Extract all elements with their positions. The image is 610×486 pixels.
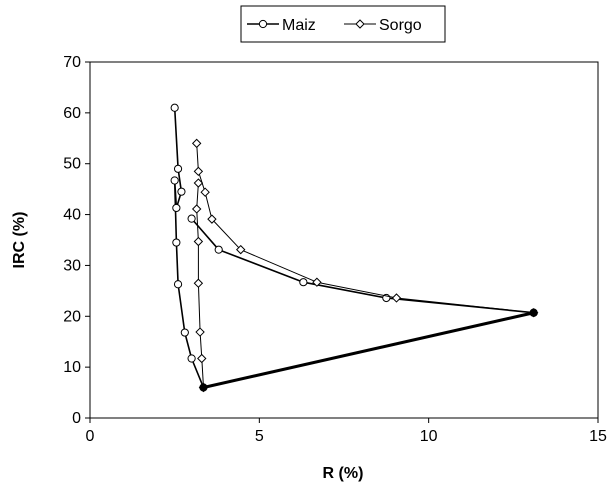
y-axis-label: IRC (%) [11,212,28,269]
endpoint-marker [529,308,538,317]
x-tick-label: 0 [86,428,95,445]
data-point-sorgo [200,187,210,197]
data-point-maiz [173,280,183,289]
plot-area: 0 5 10 15 0 10 20 30 40 50 60 70 [63,54,607,445]
data-point-sorgo [235,244,246,255]
data-point-maiz [177,187,186,196]
data-point-maiz [172,203,181,213]
data-point-sorgo [191,204,202,214]
endpoint-marker [199,383,208,392]
closing-segment [203,311,534,389]
y-tick-label: 50 [63,156,81,173]
x-tick-label: 15 [589,428,607,445]
legend-marker-sorgo [355,19,365,29]
y-tick-label: 70 [63,54,81,71]
y-tick-label: 20 [63,308,81,325]
data-point-sorgo [191,138,202,149]
y-tick-label: 40 [63,207,81,224]
data-point-maiz [170,103,179,112]
plot-frame [89,61,599,419]
data-point-maiz [187,354,196,363]
x-tick-label: 10 [420,428,438,445]
data-point-sorgo [391,293,402,303]
data-point-maiz [172,238,181,247]
data-point-maiz [299,278,308,287]
y-tick-label: 60 [63,105,81,122]
data-point-sorgo [207,214,217,224]
data-point-maiz [214,245,223,254]
x-axis-label: R (%) [323,465,364,482]
data-point-maiz [170,176,179,185]
series-line-maiz [173,107,535,389]
y-tick-label: 30 [63,257,81,274]
y-tick-label: 0 [72,410,81,427]
data-point-maiz [173,164,183,173]
data-point-sorgo [312,277,322,287]
data-point-sorgo [193,178,204,188]
data-point-sorgo [193,166,204,177]
data-point-maiz [180,328,189,337]
x-tick-label: 5 [255,428,264,445]
data-point-sorgo [195,327,205,337]
data-point-sorgo [197,353,207,364]
data-point-sorgo [193,236,204,247]
legend-label-maiz: Maiz [282,17,316,34]
data-point-sorgo [193,278,204,288]
legend-marker-maiz [258,19,268,29]
data-point-maiz [187,214,196,223]
y-tick-label: 10 [63,359,81,376]
legend: Maiz Sorgo [240,5,446,43]
legend-label-sorgo: Sorgo [379,17,422,34]
